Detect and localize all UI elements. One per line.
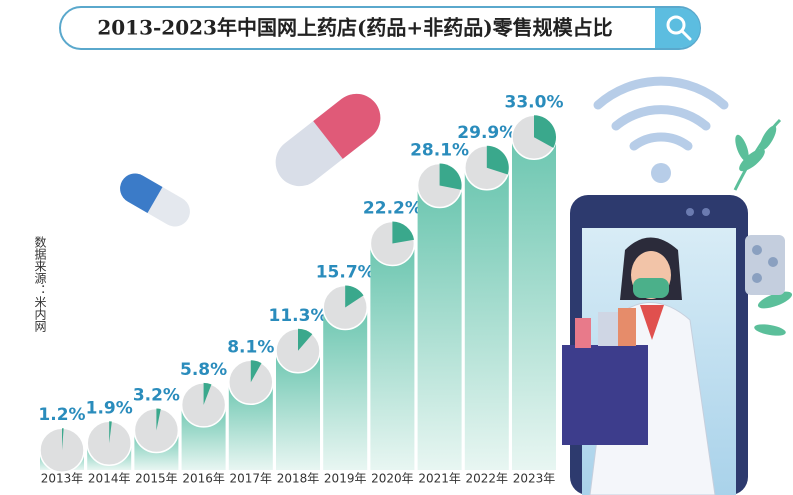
value-label: 8.1%	[227, 337, 274, 357]
bar-column	[417, 185, 462, 470]
value-label: 5.8%	[180, 360, 227, 380]
pill-decoration	[275, 93, 381, 187]
pie-wedge	[156, 408, 161, 431]
value-label: 1.9%	[86, 398, 133, 418]
x-tick-label: 2020年	[371, 472, 414, 486]
search-button	[655, 8, 700, 48]
x-tick-label: 2021年	[418, 472, 461, 486]
search-icon	[680, 29, 692, 41]
phone-camera	[702, 208, 710, 216]
source-note: 数据来源：米内网	[33, 235, 47, 332]
value-label: 15.7%	[316, 263, 375, 283]
x-tick-label: 2015年	[135, 472, 178, 486]
bar-column	[512, 137, 556, 470]
pie-wedge	[62, 428, 64, 451]
pie-wedge	[250, 360, 262, 383]
x-tick-label: 2022年	[466, 472, 509, 486]
doctor-illustration	[562, 237, 716, 495]
search-icon	[666, 15, 686, 35]
bar-column	[370, 243, 415, 470]
pie-wedge	[439, 163, 462, 190]
value-label: 28.1%	[410, 140, 469, 160]
bar-column	[323, 307, 368, 470]
chart-title: 2013-2023年中国网上药店(药品+非药品)零售规模占比	[97, 16, 612, 40]
x-tick-label: 2013年	[41, 472, 84, 486]
pie-wedge	[109, 421, 112, 444]
x-tick-label: 2016年	[182, 472, 225, 486]
pie-wedge	[203, 382, 212, 405]
value-label: 29.9%	[457, 123, 516, 143]
x-tick-label: 2014年	[88, 472, 131, 486]
value-label: 3.2%	[133, 386, 180, 406]
x-tick-label: 2023年	[513, 472, 556, 486]
pie-wedge	[486, 145, 509, 175]
wifi-decoration	[651, 163, 671, 183]
phone-camera	[686, 208, 694, 216]
leaf-decoration	[733, 118, 793, 336]
value-label: 1.2%	[38, 405, 85, 425]
pie-wedge	[298, 328, 313, 351]
x-tick-label: 2017年	[230, 472, 273, 486]
value-label: 22.2%	[363, 199, 422, 219]
bar-column	[464, 167, 509, 470]
pie-wedge	[345, 285, 364, 308]
pie-base	[228, 359, 274, 406]
pill-decoration	[120, 173, 190, 227]
pill-sheet	[745, 235, 785, 295]
x-tick-label: 2019年	[324, 472, 367, 486]
value-label: 33.0%	[505, 92, 564, 112]
x-tick-label: 2018年	[277, 472, 320, 486]
pie-wedge	[392, 221, 415, 244]
value-label: 11.3%	[269, 306, 328, 326]
wifi-decoration	[593, 76, 729, 151]
pie-wedge	[534, 115, 556, 148]
